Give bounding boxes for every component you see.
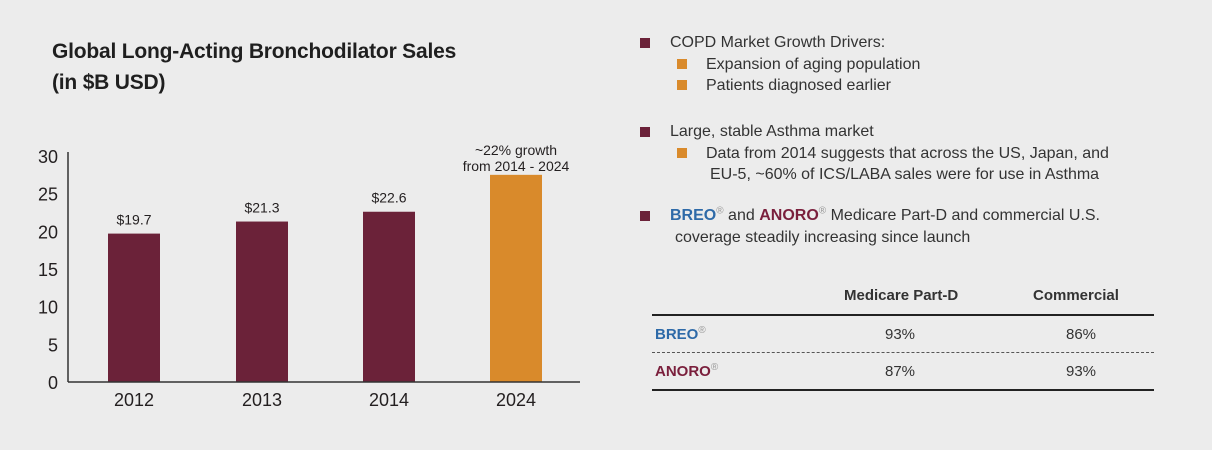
bar-2014 — [363, 211, 415, 382]
bullet-copd-label: COPD Market Growth Drivers: — [670, 34, 886, 51]
bullet-list: COPD Market Growth Drivers: Expansion of… — [640, 32, 1200, 249]
cell-breo-commercial: 86% — [1065, 326, 1097, 343]
bullet-asthma-label: Large, stable Asthma market — [670, 123, 874, 140]
row-name-breo-text: BREO — [655, 326, 699, 343]
sub-bullet-diagnosed-label: Patients diagnosed earlier — [706, 77, 892, 94]
chart-title: Global Long-Acting Bronchodilator Sales … — [52, 36, 456, 98]
y-tick-label-6: 30 — [38, 147, 58, 167]
annotation-line-2: from 2014 - 2024 — [463, 158, 570, 174]
table-row: ANORO® 87% 93% — [652, 353, 1154, 391]
sub-bullet-diagnosed: Patients diagnosed earlier — [640, 75, 1200, 96]
y-tick-label-3: 15 — [38, 260, 58, 280]
brand-anoro: ANORO — [759, 207, 819, 224]
bar-2013 — [236, 221, 288, 382]
square-bullet-icon — [677, 80, 687, 90]
registered-mark: ® — [818, 205, 827, 217]
bullet-coverage: BREO® and ANORO® Medicare Part-D and com… — [640, 205, 1200, 249]
bar-chart: 0 5 10 15 20 25 30 $19.7 2012 $21.3 2013 $22.6 2014 2… — [38, 142, 580, 410]
coverage-table: Medicare Part-D Commercial BREO® 93% 86%… — [652, 284, 1154, 391]
bullet-coverage-rest: Medicare Part-D and commercial U.S. — [826, 207, 1100, 224]
data-label-2012: $19.7 — [116, 212, 151, 228]
y-tick-label-5: 25 — [38, 185, 58, 205]
registered-mark: ® — [698, 325, 706, 336]
chart-title-line-1: Global Long-Acting Bronchodilator Sales — [52, 40, 457, 63]
sub-bullet-asthma-line-2: EU-5, ~60% of ICS/LABA sales were for us… — [710, 166, 1100, 183]
x-tick-label-2012: 2012 — [114, 390, 154, 410]
chart-title-line-2: (in $B USD) — [52, 71, 166, 94]
bullet-coverage-line-2: coverage steadily increasing since launc… — [675, 229, 971, 246]
annotation-line-1: ~22% growth — [475, 142, 557, 158]
square-bullet-icon — [677, 59, 687, 69]
row-name-anoro: ANORO® — [655, 362, 719, 381]
sub-bullet-asthma-data: Data from 2014 suggests that across the … — [640, 143, 1200, 185]
sub-bullet-aging-label: Expansion of aging population — [706, 56, 921, 73]
table-header: Medicare Part-D Commercial — [652, 284, 1154, 316]
y-tick-label-2: 10 — [38, 298, 58, 318]
square-bullet-icon — [640, 38, 650, 48]
header-commercial: Commercial — [1033, 287, 1119, 304]
sub-bullet-aging: Expansion of aging population — [640, 54, 1200, 75]
row-name-breo: BREO® — [655, 325, 706, 344]
x-tick-label-2024: 2024 — [496, 390, 536, 410]
bar-2012 — [108, 233, 160, 382]
bar-2024 — [490, 174, 542, 382]
cell-breo-medicare: 93% — [884, 326, 916, 343]
y-tick-label-0: 0 — [48, 373, 58, 393]
square-bullet-icon — [640, 127, 650, 137]
brand-breo: BREO — [670, 207, 717, 224]
bullet-copd: COPD Market Growth Drivers: — [640, 32, 1200, 54]
registered-mark: ® — [710, 362, 719, 373]
x-tick-label-2014: 2014 — [369, 390, 409, 410]
y-tick-label-4: 20 — [38, 222, 58, 242]
y-tick-label-1: 5 — [48, 335, 58, 355]
registered-mark: ® — [716, 205, 724, 217]
x-tick-label-2013: 2013 — [242, 390, 282, 410]
cell-anoro-medicare: 87% — [884, 363, 916, 380]
header-medicare: Medicare Part-D — [844, 287, 959, 304]
data-label-2014: $22.6 — [371, 190, 406, 206]
row-name-anoro-text: ANORO — [655, 363, 711, 380]
bullet-asthma: Large, stable Asthma market — [640, 121, 1200, 143]
cell-anoro-commercial: 93% — [1065, 363, 1097, 380]
square-bullet-icon — [677, 148, 687, 158]
square-bullet-icon — [640, 211, 650, 221]
sub-bullet-asthma-line-1: Data from 2014 suggests that across the … — [706, 145, 1109, 162]
data-label-2013: $21.3 — [244, 200, 279, 216]
table-row: BREO® 93% 86% — [652, 316, 1154, 353]
bullet-coverage-and: and — [723, 207, 760, 224]
